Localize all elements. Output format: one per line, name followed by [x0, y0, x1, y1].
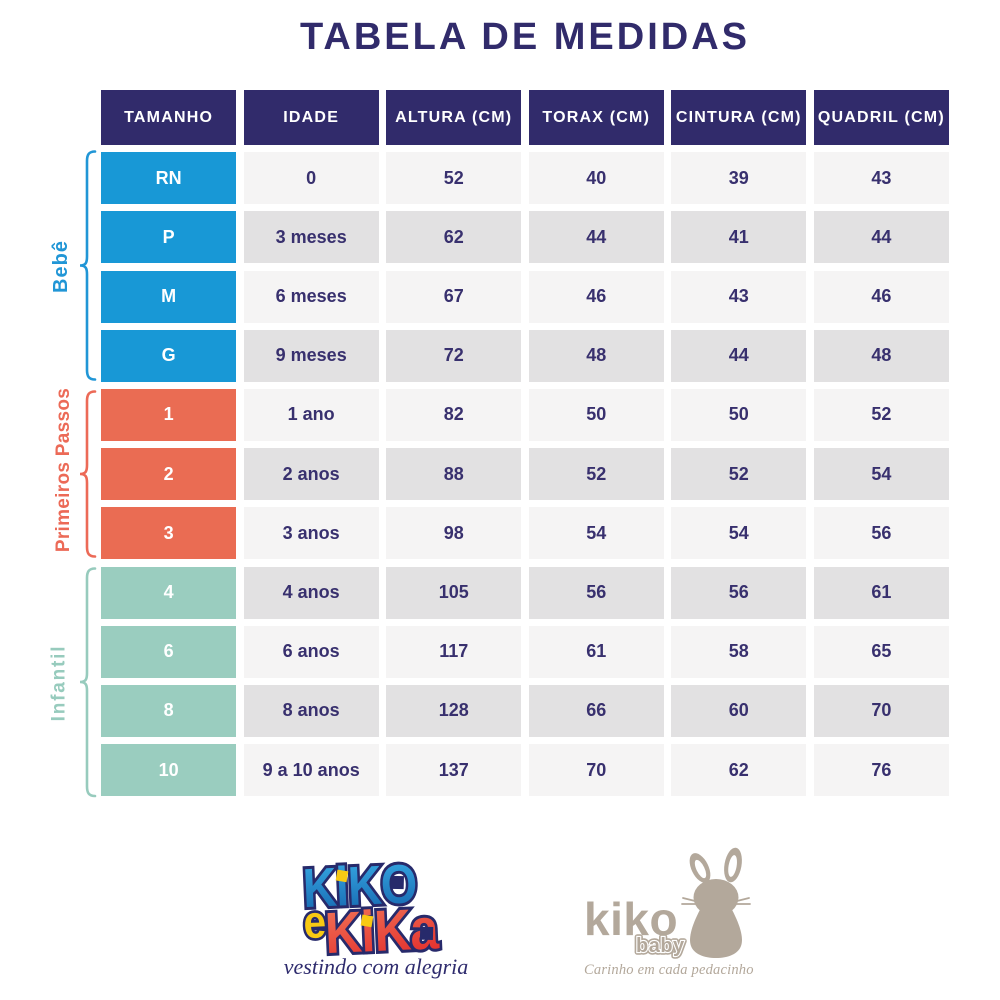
svg-text:baby: baby — [636, 935, 685, 957]
svg-text:e: e — [302, 897, 327, 949]
svg-text:baby: baby — [636, 935, 685, 957]
